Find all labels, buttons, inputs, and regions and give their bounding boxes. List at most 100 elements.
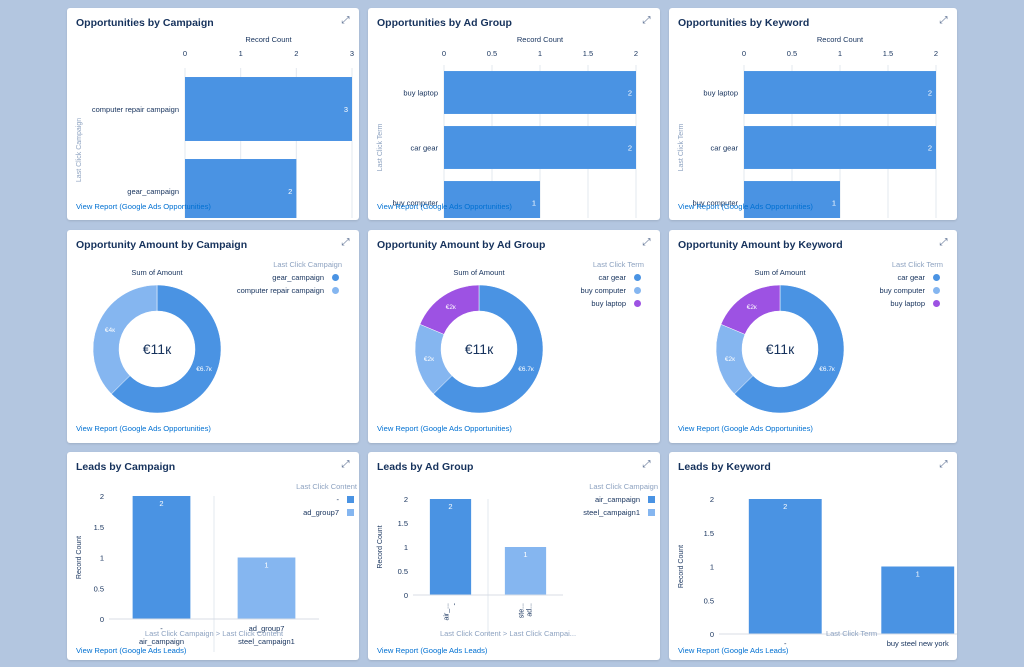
view-report-link[interactable]: View Report (Google Ads Opportunities) <box>76 424 211 433</box>
data-label: 1 <box>264 561 268 570</box>
legend-item[interactable]: car gear <box>598 273 626 282</box>
bar <box>744 181 840 218</box>
legend-item[interactable]: buy computer <box>580 286 626 295</box>
expand-icon[interactable]: ⤢ <box>939 459 948 470</box>
expand-icon[interactable]: ⤢ <box>939 15 948 26</box>
data-label: 1 <box>523 550 527 559</box>
axis-label: Last Click Term <box>826 629 877 638</box>
card-title: Opportunity Amount by Campaign <box>76 239 248 251</box>
expand-icon[interactable]: ⤢ <box>939 237 948 248</box>
view-report-link[interactable]: View Report (Google Ads Opportunities) <box>377 424 512 433</box>
tick-label: 2 <box>934 49 938 58</box>
category-label: buy computer <box>393 199 439 208</box>
tick-label: 2 <box>404 495 408 504</box>
card-title: Opportunities by Ad Group <box>377 17 512 29</box>
legend-title: Last Click Content <box>296 482 357 491</box>
data-label: 1 <box>832 199 836 208</box>
tick-label: 2 <box>634 49 638 58</box>
card-amount-by-keyword: Opportunity Amount by Keyword ⤢ Sum of A… <box>669 230 957 443</box>
axis-label: Last Click Content > Last Click Campai..… <box>440 629 576 638</box>
tick-label: 0.5 <box>94 584 104 593</box>
donut-slice <box>720 284 781 335</box>
view-report-link[interactable]: View Report (Google Ads Leads) <box>678 646 789 655</box>
card-title: Leads by Campaign <box>76 461 176 473</box>
data-label: 1 <box>532 199 536 208</box>
view-report-link[interactable]: View Report (Google Ads Leads) <box>377 646 488 655</box>
data-label: 2 <box>928 89 932 98</box>
axis-label: Last Click Campaign > Last Click Content <box>145 629 284 638</box>
tick-label: 1.5 <box>883 49 893 58</box>
tick-label: 1.5 <box>704 529 714 538</box>
view-report-link[interactable]: View Report (Google Ads Opportunities) <box>678 424 813 433</box>
tick-label: 0 <box>183 49 187 58</box>
card-leads-by-keyword: Leads by Keyword ⤢ 0 0.5 1 1.5 2 Record Count… <box>669 452 957 660</box>
category-label: car gear <box>710 144 738 153</box>
expand-icon[interactable]: ⤢ <box>341 459 350 470</box>
tick-label: 1 <box>538 49 542 58</box>
value-label: Sum of Amount <box>131 268 183 277</box>
tick-label: 1 <box>710 563 714 572</box>
legend-marker <box>933 287 940 294</box>
legend-item[interactable]: computer repair campaign <box>236 286 324 295</box>
legend-item[interactable]: air_campaign <box>594 495 640 504</box>
axis-label: Record Count <box>678 545 685 588</box>
card-leads-by-ad-group: Leads by Ad Group ⤢ 0 0.5 1 1.5 2 Record Coun… <box>368 452 660 660</box>
bar <box>429 499 472 595</box>
expand-icon[interactable]: ⤢ <box>341 15 350 26</box>
data-label: 2 <box>628 144 632 153</box>
legend-marker <box>347 496 354 503</box>
slice-label: €2к <box>446 304 456 311</box>
card-title: Leads by Keyword <box>678 461 771 473</box>
tick-label: 0.5 <box>787 49 797 58</box>
card-title: Opportunity Amount by Keyword <box>678 239 843 251</box>
card-title: Opportunity Amount by Ad Group <box>377 239 546 251</box>
axis-title: Record Count <box>517 35 564 44</box>
view-report-link[interactable]: View Report (Google Ads Opportunities) <box>678 202 813 211</box>
legend-item[interactable]: steel_campaign1 <box>583 508 640 517</box>
tick-label: 2 <box>710 495 714 504</box>
card-amount-by-campaign: Opportunity Amount by Campaign ⤢ Sum of … <box>67 230 359 443</box>
legend-marker <box>332 287 339 294</box>
view-report-link[interactable]: View Report (Google Ads Opportunities) <box>76 202 211 211</box>
expand-icon[interactable]: ⤢ <box>642 15 651 26</box>
legend-item[interactable]: gear_campaign <box>272 273 324 282</box>
category-label: ste... <box>519 603 526 618</box>
value-label: Sum of Amount <box>754 268 806 277</box>
slice-label: €2к <box>725 356 735 363</box>
view-report-link[interactable]: View Report (Google Ads Leads) <box>76 646 187 655</box>
bar <box>881 566 955 634</box>
slice-label: €6.7к <box>518 366 534 373</box>
expand-icon[interactable]: ⤢ <box>642 237 651 248</box>
axis-title: Record Count <box>245 35 292 44</box>
legend-item[interactable]: car gear <box>897 273 925 282</box>
legend-item[interactable]: buy computer <box>879 286 925 295</box>
data-label: 2 <box>288 187 292 196</box>
category-label: computer repair campaign <box>92 105 179 114</box>
axis-label: Record Count <box>76 536 83 579</box>
tick-label: 1.5 <box>94 523 104 532</box>
tick-label: 0 <box>100 615 104 624</box>
expand-icon[interactable]: ⤢ <box>642 459 651 470</box>
chart-amount-adgroup: Sum of Amount €6.7к €2к €2к €11к <box>414 268 544 414</box>
legend-item[interactable]: ad_group7 <box>303 508 339 517</box>
legend-item[interactable]: buy laptop <box>591 299 626 308</box>
bar <box>504 547 547 595</box>
bar <box>237 557 296 619</box>
category-label: buy steel new york <box>887 639 949 648</box>
slice-label: €6.7к <box>819 366 835 373</box>
axis-label: Last Click Campaign <box>76 118 83 182</box>
expand-icon[interactable]: ⤢ <box>341 237 350 248</box>
tick-label: 0 <box>404 591 408 600</box>
category-label: buy computer <box>693 199 739 208</box>
tick-label: 1.5 <box>583 49 593 58</box>
card-title: Opportunities by Keyword <box>678 17 810 29</box>
chart-leads-campaign: 0 0.5 1 1.5 2 Record Count 2 - air_campaign 1 ad_g… <box>76 492 319 652</box>
legend-marker <box>634 274 641 281</box>
view-report-link[interactable]: View Report (Google Ads Opportunities) <box>377 202 512 211</box>
category-label: gear_campaign <box>127 187 179 196</box>
legend-item[interactable]: buy laptop <box>890 299 925 308</box>
category-label: buy laptop <box>703 89 738 98</box>
legend-item[interactable]: - <box>336 495 340 504</box>
donut-slice <box>734 284 845 414</box>
legend-title: Last Click Campaign <box>589 482 658 491</box>
